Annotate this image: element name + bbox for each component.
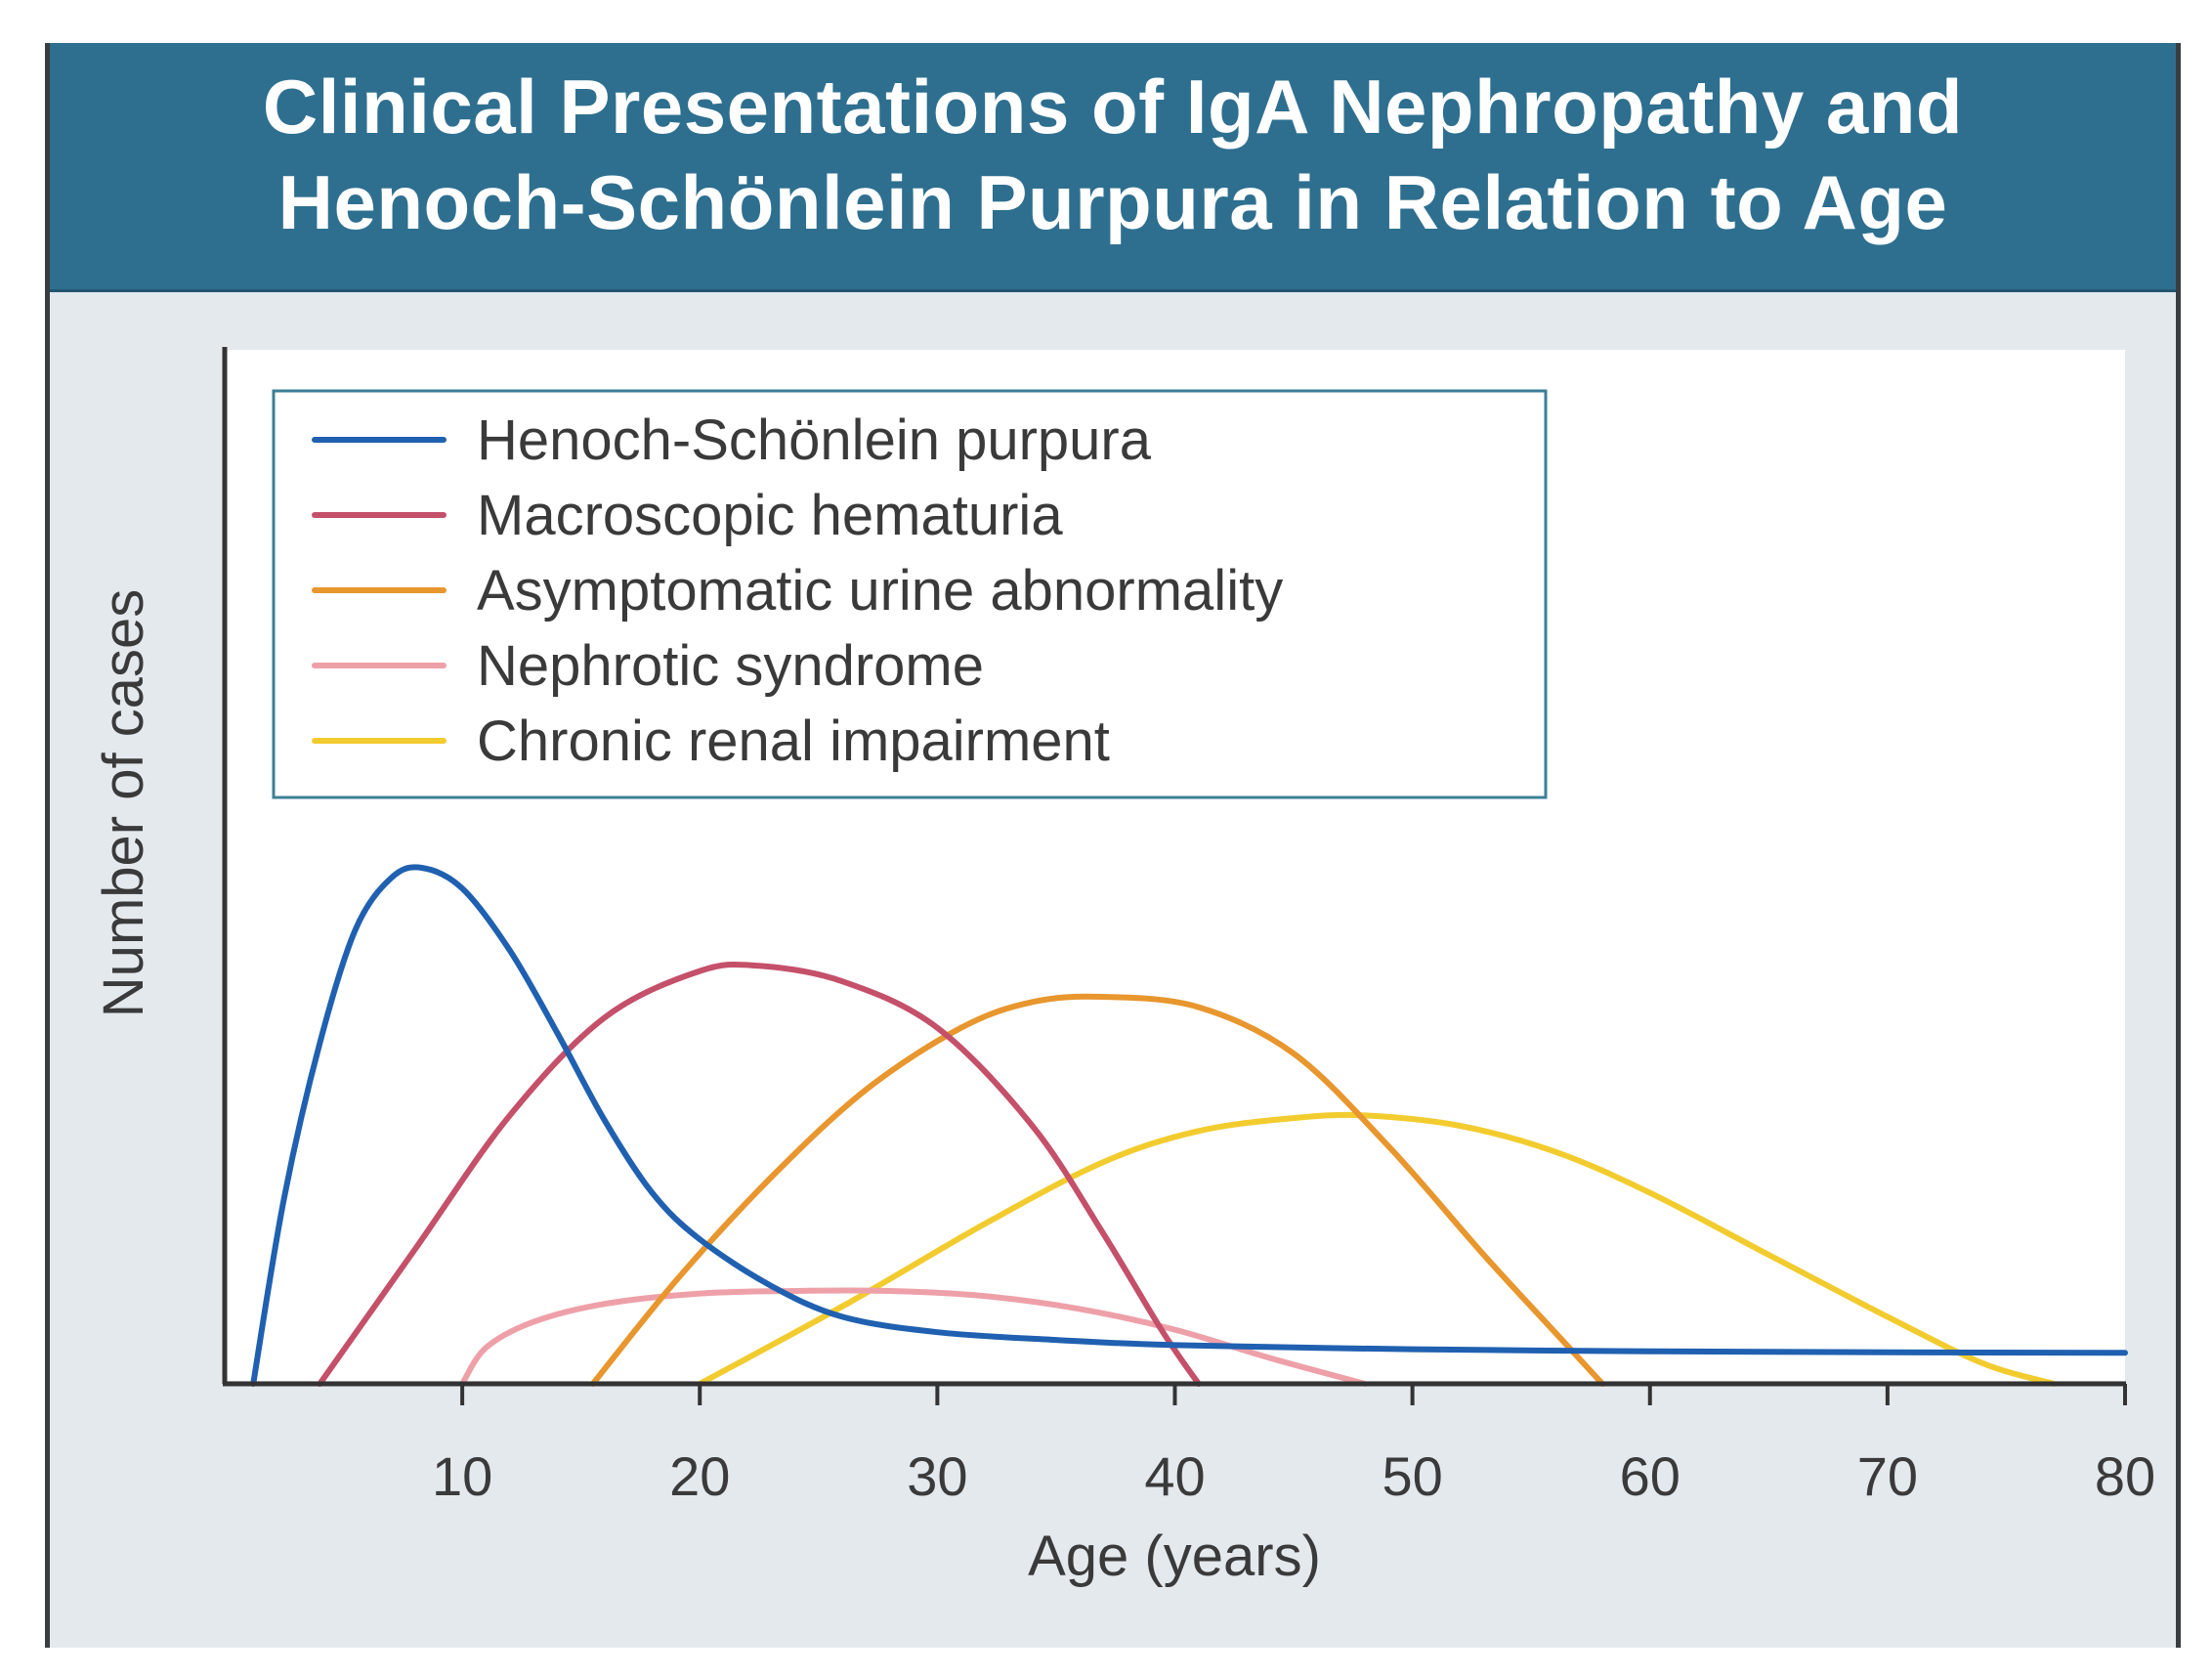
chart-title-line-2: Henoch-Schönlein Purpura in Relation to … [277, 159, 1948, 245]
series-line-macroscopic-hematuria [317, 961, 1202, 1387]
x-tick-label: 50 [1382, 1445, 1442, 1507]
series-line-asymptomatic-urine-abnormality [589, 993, 1606, 1387]
legend-label-chronic-renal-impairment: Chronic renal impairment [477, 710, 1110, 773]
series-layer [250, 864, 2128, 1387]
series-line-nephrotic-syndrome [459, 1287, 1368, 1387]
x-axis-label: Age (years) [1028, 1525, 1321, 1588]
x-tick-label: 10 [432, 1445, 492, 1507]
x-tick-label: 80 [2095, 1445, 2155, 1507]
series-line-chronic-renal-impairment [697, 1111, 2058, 1387]
x-tick-label: 40 [1144, 1445, 1205, 1507]
x-tick-label: 70 [1857, 1445, 1918, 1507]
legend-label-henoch-schonlein-purpura: Henoch-Schönlein purpura [477, 408, 1152, 472]
legend-label-macroscopic-hematuria: Macroscopic hematuria [477, 484, 1063, 547]
x-tick-label: 60 [1620, 1445, 1680, 1507]
y-axis-label: Number of cases [92, 589, 155, 1017]
chart-title-line-1: Clinical Presentations of IgA Nephropath… [262, 64, 1964, 150]
legend: Henoch-Schönlein purpura Macroscopic hema… [272, 389, 1548, 799]
legend-label-nephrotic-syndrome: Nephrotic syndrome [477, 634, 984, 698]
series-line-henoch-schonlein-purpura [250, 864, 2128, 1387]
x-tick-label: 20 [669, 1445, 730, 1507]
title-bar: Clinical Presentations of IgA Nephropath… [50, 43, 2176, 292]
legend-box [272, 389, 1548, 799]
x-tick-label: 30 [907, 1445, 967, 1507]
x-ticks: 10 20 30 40 50 60 70 80 [432, 1384, 2155, 1507]
legend-label-asymptomatic-urine-abnormality: Asymptomatic urine abnormality [477, 559, 1283, 623]
